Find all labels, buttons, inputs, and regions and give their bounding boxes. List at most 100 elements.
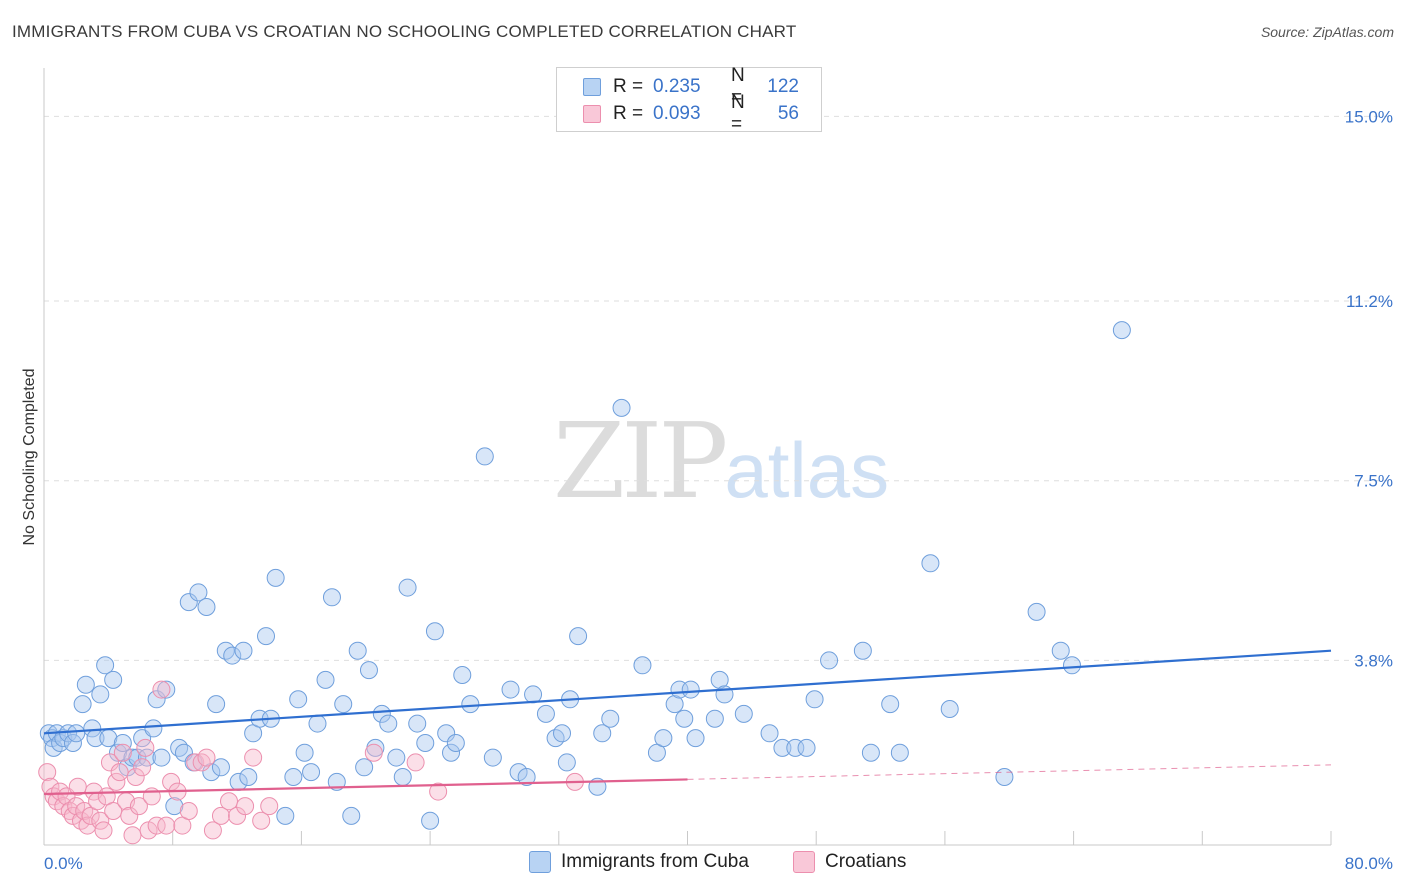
data-point-cuba [1062, 656, 1081, 675]
series-legend: Immigrants from Cuba Croatians [0, 851, 1406, 877]
trend-line-cuba [43, 649, 1332, 735]
legend-label-croatians: Croatians [825, 851, 907, 872]
data-point-croatian [152, 680, 171, 699]
data-point-cuba [446, 734, 465, 752]
data-point-croatian [38, 763, 57, 782]
data-point-cuba [524, 685, 543, 704]
data-point-cuba [355, 758, 374, 777]
data-point-cuba [1027, 602, 1046, 621]
data-point-cuba [179, 593, 198, 612]
data-point-croatian [126, 768, 145, 786]
data-point-croatian [68, 777, 87, 796]
data-point-cuba [157, 680, 176, 699]
legend-item-croatians: Croatians [793, 851, 906, 873]
data-point-croatian [107, 772, 126, 791]
data-point-croatian [252, 811, 271, 830]
data-point-cuba [881, 695, 900, 714]
data-point-cuba [398, 578, 417, 597]
data-point-cuba [995, 768, 1014, 786]
data-point-croatian [364, 743, 383, 762]
data-point-cuba [797, 738, 816, 757]
data-point-cuba [211, 758, 230, 777]
data-point-cuba [266, 568, 285, 587]
data-point-cuba [593, 724, 612, 743]
data-point-cuba [686, 729, 705, 748]
data-point-cuba [940, 700, 959, 718]
data-point-cuba [453, 666, 472, 684]
data-point-cuba [67, 724, 86, 743]
grid [44, 115, 1394, 661]
source-label: Source: ZipAtlas.com [1260, 24, 1394, 40]
data-point-cuba [861, 743, 880, 762]
data-point-cuba [437, 724, 456, 743]
legend-swatch-cuba [529, 851, 551, 873]
data-point-cuba [654, 729, 673, 748]
data-point-cuba [147, 690, 166, 709]
data-point-cuba [207, 695, 226, 714]
data-point-cuba [76, 675, 95, 694]
legend-swatch-croatian [583, 105, 601, 123]
data-point-cuba [921, 554, 940, 573]
data-point-cuba [189, 583, 208, 602]
data-point-cuba [553, 724, 572, 743]
series-cuba-points [39, 321, 1131, 830]
data-point-cuba [483, 748, 502, 767]
data-point-cuba [327, 772, 346, 791]
data-point-cuba [113, 734, 132, 752]
data-point-cuba [104, 670, 123, 689]
data-point-cuba [890, 743, 909, 762]
trend-lines [43, 649, 1332, 796]
series-croatian-points [38, 680, 584, 845]
data-point-cuba [202, 763, 221, 782]
legend-r-label: R = [613, 76, 644, 97]
tick-labels: 3.8% 7.5% 11.2% 15.0% [1345, 107, 1393, 670]
data-point-cuba [820, 651, 839, 670]
data-point-cuba [612, 398, 631, 417]
data-point-croatian [110, 763, 129, 782]
data-point-cuba [91, 685, 110, 704]
data-point-croatian [220, 792, 239, 811]
stats-legend: R = 0.235 N = 122 R = 0.093 N = 56 [556, 65, 822, 135]
chart-title: IMMIGRANTS FROM CUBA VS CROATIAN NO SCHO… [12, 22, 797, 41]
data-point-cuba [316, 670, 335, 689]
data-point-croatian [429, 782, 448, 801]
legend-r-value: 0.235 [653, 76, 701, 97]
data-point-cuba [633, 656, 652, 675]
data-point-cuba [760, 724, 779, 743]
data-point-cuba [853, 641, 872, 660]
data-point-croatian [186, 753, 205, 772]
data-point-cuba [144, 719, 163, 738]
x-tick-max: 80.0% [1345, 854, 1393, 873]
data-point-cuba [705, 709, 724, 728]
legend-swatch-cuba [583, 78, 601, 96]
legend-n-value: 122 [767, 76, 799, 97]
data-point-cuba [517, 768, 536, 786]
data-point-cuba [359, 661, 378, 680]
data-point-croatian [197, 748, 216, 767]
data-point-cuba [601, 709, 620, 728]
data-point-croatian [203, 821, 222, 840]
data-point-cuba [289, 690, 308, 709]
data-point-croatian [113, 743, 132, 762]
data-point-croatian [123, 826, 142, 845]
data-point-cuba [348, 641, 367, 660]
data-point-cuba [276, 806, 295, 825]
data-point-cuba [239, 768, 258, 786]
y-tick-label: 11.2% [1346, 292, 1393, 311]
trend-line-croatian-extension [687, 764, 1332, 780]
data-point-cuba [284, 768, 303, 786]
data-point-croatian [94, 821, 113, 840]
legend-label-cuba: Immigrants from Cuba [561, 851, 749, 872]
data-point-cuba [421, 811, 440, 830]
legend-n-label: N = [731, 92, 745, 135]
legend-r-label: R = [613, 103, 644, 124]
data-point-croatian [211, 806, 230, 825]
data-point-croatian [244, 748, 263, 767]
data-point-cuba [334, 695, 353, 714]
legend-n-label: N = [731, 65, 745, 108]
data-point-cuba [557, 753, 576, 772]
data-point-cuba [197, 598, 216, 616]
data-point-cuba [536, 704, 555, 723]
data-point-cuba [773, 738, 792, 757]
data-point-cuba [322, 588, 341, 607]
